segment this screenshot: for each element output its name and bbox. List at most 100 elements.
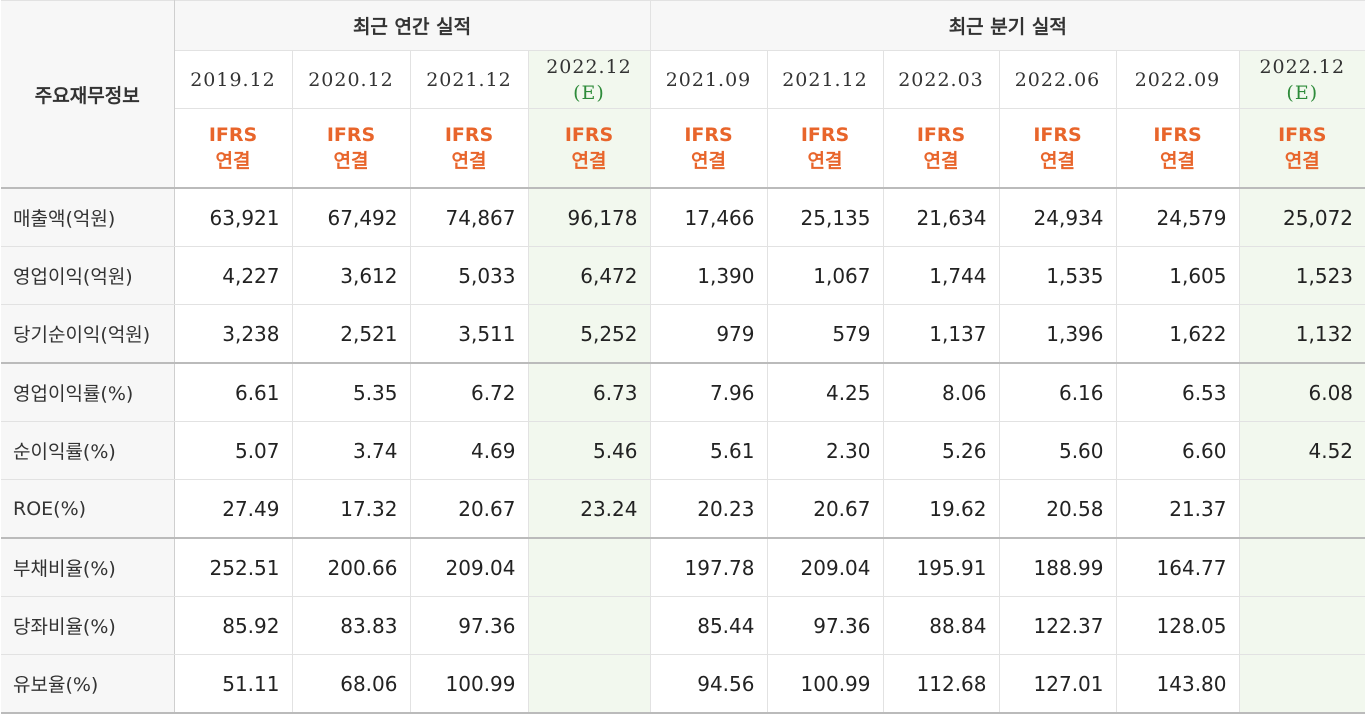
consolidated-label: 연결 [1040,150,1075,172]
table-cell: 17,466 [649,187,768,247]
table-cell: 5.46 [527,421,651,480]
table-cell: 20.67 [766,479,884,539]
ifrs-label: IFRS [684,124,733,146]
table-cell: 7.96 [649,362,768,422]
ifrs-header-row: IFRS 연결 IFRS 연결 IFRS 연결 IFRS 연결 IFRS 연결 IFRS 연결 IFRS… [1,108,1366,189]
table-cell: 96,178 [527,187,651,247]
period-header-1: 2020.12 [291,50,411,109]
table-cell [527,596,651,655]
row-label: 매출액(억원) [1,187,175,247]
table-cell: 6,472 [527,246,651,305]
period-label: 2021.12 [426,68,512,91]
period-label: 2022.03 [898,68,984,91]
consolidated-label: 연결 [691,150,726,172]
consolidated-label: 연결 [215,150,251,172]
table-cell: 3,612 [291,246,411,305]
table-cell: 25,135 [766,187,884,247]
table-cell: 3,238 [173,304,293,364]
table-cell: 197.78 [649,537,768,597]
table-cell: 1,605 [1115,246,1240,305]
consolidated-label: 연결 [451,150,487,172]
period-header-2: 2021.12 [409,50,529,109]
table-cell: 5.61 [649,421,768,480]
table-cell: 8.06 [882,362,1000,422]
estimate-marker: (E) [573,81,605,104]
table-cell [527,654,651,714]
table-cell: 68.06 [291,654,411,714]
ifrs-label: IFRS [1278,124,1327,146]
table-row: 부채비율(%) 252.51 200.66 209.04 197.78 209.04 195… [1,537,1366,597]
table-cell: 1,535 [998,246,1117,305]
period-header-3: 2022.12 (E) [527,50,651,109]
ifrs-label: IFRS [800,124,850,146]
table-cell: 23.24 [527,479,651,539]
consolidated-label: 연결 [1284,150,1320,172]
group-header-row: 주요재무정보 최근 연간 실적 최근 분기 실적 [1,0,1366,189]
table-cell: 209.04 [766,537,884,597]
table-cell: 67,492 [291,187,411,247]
table-row: 당기순이익(억원) 3,238 2,521 3,511 5,252 979 579 1,137… [1,304,1366,364]
table-cell: 97.36 [766,596,884,655]
table-cell: 1,396 [998,304,1117,364]
ifrs-header-5: IFRS 연결 [766,108,884,189]
table-cell: 3.74 [291,421,411,480]
table-cell: 20.67 [409,479,529,539]
table-cell: 83.83 [291,596,411,655]
ifrs-header-1: IFRS 연결 [291,108,411,189]
period-header-7: 2022.06 [998,50,1117,109]
table-cell [1238,596,1366,655]
table-cell: 85.44 [649,596,768,655]
table-cell: 5.35 [291,362,411,422]
table-row: 유보율(%) 51.11 68.06 100.99 94.56 100.99 112.68 1… [1,654,1366,714]
table-cell: 1,523 [1238,246,1366,305]
table-row: 매출액(억원) 63,921 67,492 74,867 96,178 17,466 25,… [1,187,1366,247]
table-cell: 6.73 [527,362,651,422]
row-label: 영업이익률(%) [1,362,175,422]
period-label: 2022.12 [546,55,632,78]
consolidated-label: 연결 [1160,150,1195,172]
table-cell: 51.11 [173,654,293,714]
table-cell: 6.16 [998,362,1117,422]
group-annual-header: 최근 연간 실적 [173,0,651,51]
table-cell [527,537,651,597]
table-cell: 164.77 [1115,537,1240,597]
table-cell: 1,622 [1115,304,1240,364]
table-cell: 122.37 [998,596,1117,655]
row-label: 영업이익(억원) [1,246,175,305]
period-header-9: 2022.12 (E) [1238,50,1366,109]
table-cell: 143.80 [1115,654,1240,714]
table-cell: 25,072 [1238,187,1366,247]
table-cell: 2.30 [766,421,884,480]
table-cell: 1,744 [882,246,1000,305]
table-cell: 5,033 [409,246,529,305]
table-cell: 195.91 [882,537,1000,597]
table-cell: 112.68 [882,654,1000,714]
group-quarter-header: 최근 분기 실적 [649,0,1366,51]
row-label: ROE(%) [1,479,175,539]
period-label: 2019.12 [190,68,276,91]
period-header-0: 2019.12 [174,50,293,109]
consolidated-label: 연결 [571,150,607,172]
ifrs-label: IFRS [564,124,614,146]
table-cell: 4.52 [1238,421,1366,480]
ifrs-header-8: IFRS 연결 [1115,108,1240,189]
row-label: 당기순이익(억원) [1,304,175,364]
period-label: 2021.09 [665,68,752,91]
table-cell: 5.60 [998,421,1117,480]
period-header-row: 2019.12 2020.12 2021.12 2022.12 (E) 2021.09 20… [1,50,1366,109]
period-label: 2022.12 [1259,55,1346,78]
table-cell: 6.53 [1115,362,1240,422]
period-label: 2022.06 [1014,68,1101,91]
period-header-8: 2022.09 [1115,50,1240,109]
ifrs-header-9: IFRS 연결 [1238,108,1366,189]
table-cell: 1,132 [1238,304,1366,364]
table-cell: 19.62 [882,479,1000,539]
period-label: 2020.12 [308,68,394,91]
table-cell: 127.01 [998,654,1117,714]
ifrs-label: IFRS [208,124,258,146]
ifrs-header-6: IFRS 연결 [882,108,1000,189]
table-cell: 979 [649,304,768,364]
table-cell: 97.36 [409,596,529,655]
table-cell: 88.84 [882,596,1000,655]
table-cell: 27.49 [173,479,293,539]
